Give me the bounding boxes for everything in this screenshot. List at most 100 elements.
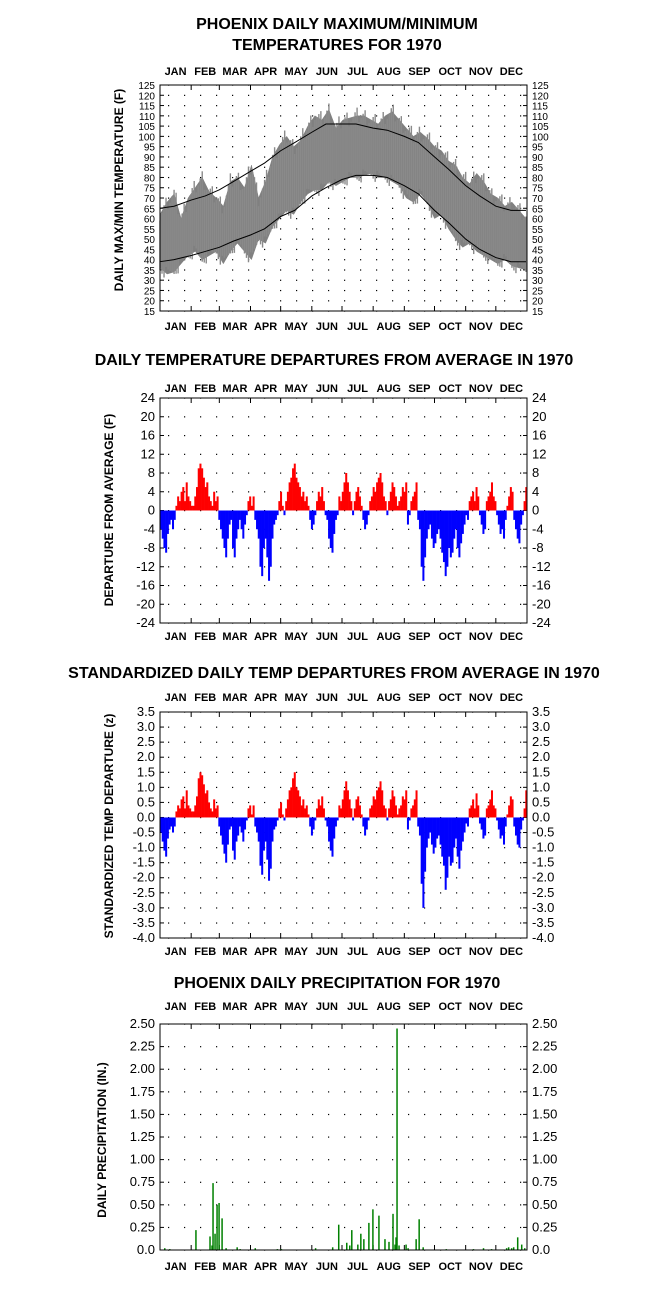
grid-dot (184, 603, 186, 605)
grid-dot (504, 289, 506, 292)
grid-dot (296, 741, 298, 743)
grid-dot (456, 1136, 458, 1138)
grid-dot (392, 1091, 394, 1093)
grid-dot (408, 741, 410, 743)
grid-dot (168, 585, 170, 587)
grid-dot (280, 94, 282, 96)
grid-dot (248, 862, 250, 864)
grid-dot (248, 491, 250, 493)
grid-dot (280, 877, 282, 879)
grid-dot (488, 435, 490, 437)
y-tick-label-left: 0.75 (130, 1174, 155, 1189)
departure-bar (240, 817, 243, 833)
grid-dot (248, 1159, 250, 1161)
grid-dot (328, 801, 330, 804)
y-tick-label-right: -2.0 (532, 870, 554, 885)
departure-bar (317, 491, 320, 511)
month-label-top: APR (254, 66, 277, 78)
grid-dot (328, 472, 330, 474)
month-label-top: AUG (377, 1001, 401, 1013)
grid-dot (472, 269, 474, 271)
grid-dot (344, 741, 346, 743)
departure-bar (424, 510, 427, 558)
grid-dot (488, 135, 490, 138)
departure-bar (400, 496, 403, 511)
y-tick-label-left: 35 (144, 266, 156, 277)
departure-bar (264, 510, 267, 539)
departure-bar (249, 496, 252, 511)
grid-dot (504, 801, 506, 804)
grid-dot (392, 741, 394, 743)
departure-bar (285, 808, 288, 818)
grid-dot (248, 146, 250, 148)
grid-dot (200, 1068, 202, 1070)
grid-dot (472, 603, 474, 605)
departure-bar (290, 787, 293, 818)
grid-dot (184, 279, 186, 281)
grid-dot (408, 105, 410, 107)
grid-dot (472, 259, 474, 261)
grid-dot (216, 105, 218, 107)
grid-dot (184, 453, 186, 455)
y-tick-label-right: 2.25 (532, 1039, 557, 1054)
grid-dot (248, 1204, 250, 1206)
grid-dot (360, 1136, 362, 1138)
grid-dot (280, 741, 282, 743)
y-tick-label-left: 8 (148, 465, 155, 480)
grid-dot (232, 1046, 234, 1048)
month-label-top: MAY (285, 1001, 309, 1013)
grid-dot (296, 472, 298, 474)
departure-bar (302, 799, 305, 818)
departure-bar (461, 510, 464, 534)
departure-bar (208, 802, 211, 818)
grid-dot (200, 585, 202, 587)
grid-dot (456, 1068, 458, 1070)
grid-dot (216, 510, 218, 512)
grid-dot (280, 756, 282, 758)
grid-dot (408, 248, 410, 251)
y-tick-label-left: 2.25 (130, 1039, 155, 1054)
departure-bar (182, 796, 185, 818)
grid-dot (248, 472, 250, 474)
departure-bar (196, 487, 199, 511)
grid-dot (456, 922, 458, 924)
y-tick-label-left: 1.25 (130, 1129, 155, 1144)
grid-dot (296, 907, 298, 909)
grid-dot (408, 756, 410, 758)
departure-bar (430, 510, 433, 539)
grid-dot (488, 510, 490, 512)
departure-bar (343, 482, 346, 511)
grid-dot (328, 187, 330, 189)
grid-dot (520, 156, 522, 158)
grid-dot (392, 248, 394, 251)
departure-bar (394, 496, 397, 511)
grid-dot (360, 862, 362, 864)
grid-dot (328, 1113, 330, 1116)
departure-bar (396, 814, 399, 818)
departure-bar (518, 817, 521, 848)
grid-dot (328, 300, 330, 302)
grid-dot (184, 585, 186, 587)
y-tick-label-left: 24 (141, 390, 155, 405)
grid-dot (328, 94, 330, 96)
departure-bar (420, 817, 423, 884)
grid-dot (328, 922, 330, 924)
departure-bar (329, 817, 332, 851)
departure-bar (345, 473, 348, 511)
grid-dot (472, 816, 474, 819)
grid-dot (456, 1091, 458, 1093)
departure-bar (201, 775, 204, 818)
grid-dot (440, 416, 442, 418)
grid-dot (216, 1046, 218, 1048)
grid-dot (232, 166, 234, 168)
departure-bar (490, 790, 494, 818)
departure-bar (305, 496, 308, 511)
departure-bar (357, 487, 360, 511)
grid-dot (504, 176, 506, 179)
grid-dot (280, 585, 282, 587)
departure-bar (478, 817, 481, 824)
month-label-top: APR (254, 692, 277, 704)
grid-dot (280, 279, 282, 281)
grid-dot (344, 1159, 346, 1161)
departure-bar (300, 496, 303, 511)
